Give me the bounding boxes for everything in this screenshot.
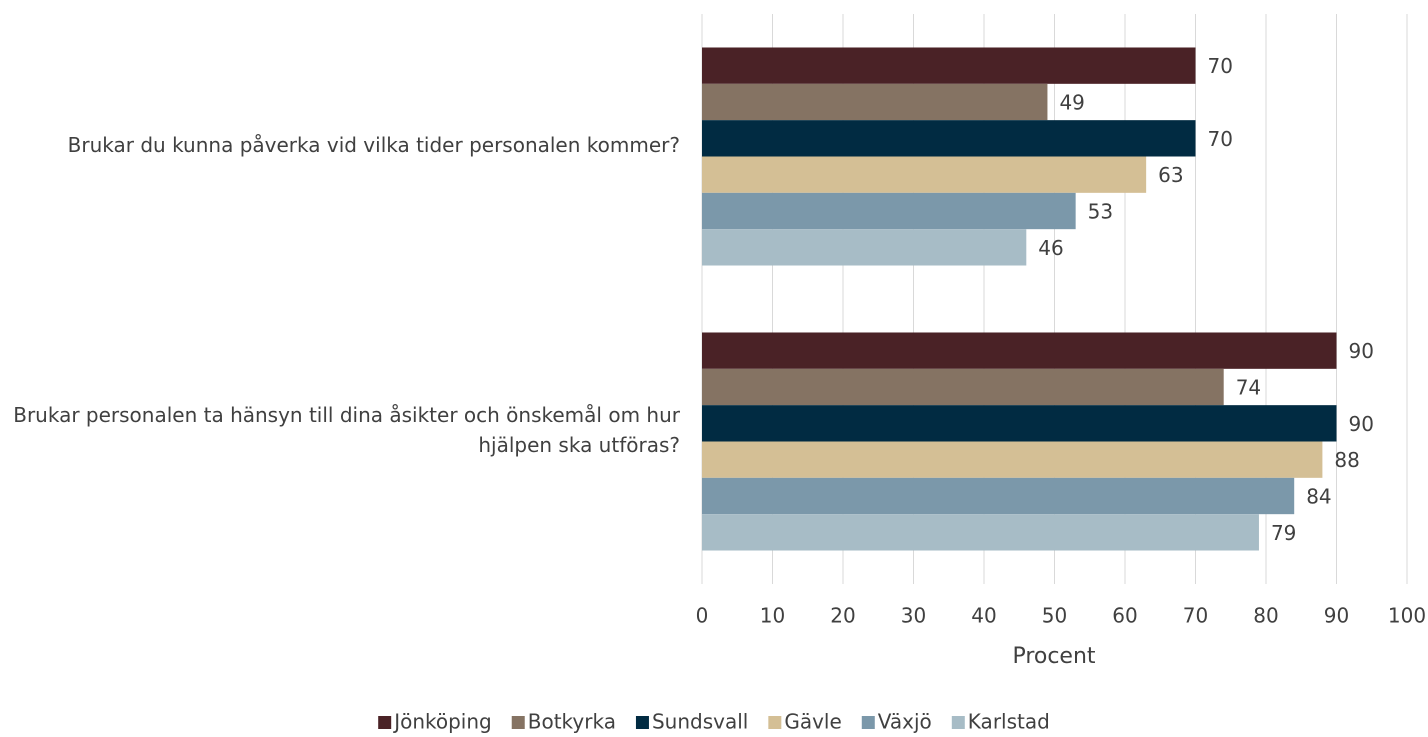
data-label: 74 <box>1236 375 1261 399</box>
x-tick-label: 0 <box>696 604 709 628</box>
data-label: 70 <box>1208 127 1233 151</box>
data-label: 53 <box>1088 200 1113 224</box>
x-tick-label: 10 <box>760 604 785 628</box>
data-label: 70 <box>1208 54 1233 78</box>
data-label: 49 <box>1059 90 1084 114</box>
data-label: 84 <box>1306 485 1331 509</box>
y-tick-label: Brukar personalen ta hänsyn till dina ås… <box>13 402 680 457</box>
x-tick-label: 60 <box>1112 604 1137 628</box>
data-label: 46 <box>1038 236 1063 260</box>
bar <box>702 477 1295 515</box>
bar <box>702 47 1196 84</box>
legend-label: Växjö <box>878 710 932 734</box>
legend-swatch <box>635 716 649 729</box>
bar <box>702 192 1076 230</box>
bar <box>702 332 1337 369</box>
bar <box>702 229 1027 266</box>
bar <box>702 514 1259 551</box>
x-tick-label: 20 <box>830 604 855 628</box>
legend-swatch <box>511 716 525 729</box>
bar <box>702 368 1224 406</box>
x-tick-label: 100 <box>1388 604 1426 628</box>
data-label: 63 <box>1158 163 1183 187</box>
legend-label: Gävle <box>784 710 841 734</box>
y-tick-label: Brukar du kunna påverka vid vilka tider … <box>67 132 680 157</box>
bar <box>702 120 1196 157</box>
legend-label: Botkyrka <box>528 710 616 734</box>
data-label: 90 <box>1349 412 1374 436</box>
data-label: 90 <box>1349 339 1374 363</box>
bar <box>702 156 1147 193</box>
bar <box>702 441 1323 478</box>
bar <box>702 83 1048 121</box>
legend-swatch <box>951 716 965 729</box>
x-tick-label: 80 <box>1253 604 1278 628</box>
x-tick-label: 90 <box>1324 604 1349 628</box>
legend-swatch <box>378 716 392 729</box>
x-tick-label: 40 <box>971 604 996 628</box>
x-tick-label: 70 <box>1183 604 1208 628</box>
legend-label: Jönköping <box>392 710 492 734</box>
legend-label: Karlstad <box>968 710 1050 734</box>
legend-swatch <box>861 716 875 729</box>
x-tick-label: 50 <box>1042 604 1067 628</box>
legend-swatch <box>768 716 782 729</box>
x-tick-label: 30 <box>901 604 926 628</box>
data-label: 88 <box>1334 448 1359 472</box>
x-axis-label: Procent <box>1012 644 1095 669</box>
data-label: 79 <box>1271 521 1296 545</box>
legend-label: Sundsvall <box>652 710 748 734</box>
bar <box>702 405 1337 442</box>
